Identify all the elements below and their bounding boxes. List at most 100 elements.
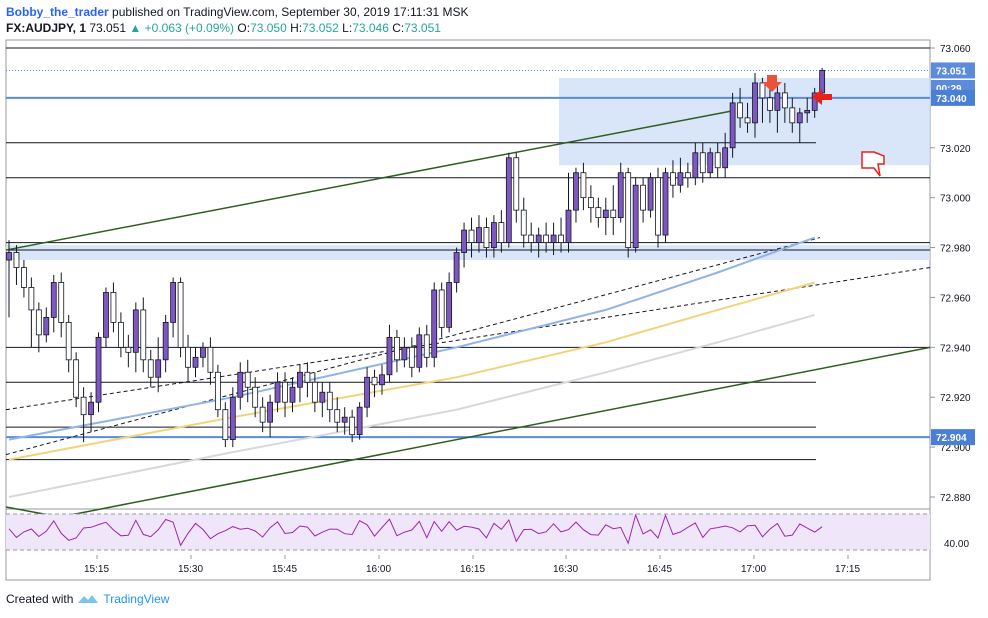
candle-body-73 [550, 234, 557, 243]
candle-body-75 [565, 209, 572, 243]
candle-body-35 [267, 401, 274, 423]
time-tick-label-6: 16:45 [647, 564, 672, 575]
candle-body-8 [65, 321, 72, 361]
candle-body-26 [200, 346, 206, 358]
candle-body-66 [498, 222, 505, 243]
candle-body-79 [595, 207, 602, 219]
candle-body-89 [670, 172, 676, 186]
price-label-box-0 [931, 62, 975, 79]
candle-body-29 [222, 409, 229, 441]
price-tick-label-7: 72.900 [940, 443, 971, 454]
candle-body-34 [259, 406, 266, 423]
candle-body-25 [192, 356, 199, 368]
price-label-2: 73.040 [936, 94, 967, 105]
candle-body-36 [274, 381, 281, 403]
candle-body-41 [311, 381, 318, 403]
candle-body-38 [289, 386, 296, 403]
candle-body-98 [737, 102, 743, 119]
candle-body-68 [513, 157, 520, 211]
price-label-3: 72.904 [936, 433, 967, 444]
candle-body-42 [319, 391, 326, 403]
candle-body-104 [781, 92, 788, 109]
upper-channel-dashed-line [5, 237, 821, 456]
candle-body-108 [811, 92, 818, 111]
price-label-box-3 [931, 429, 975, 446]
price-tick-label-3: 72.980 [940, 244, 971, 255]
candle-body-67 [505, 157, 512, 243]
candle-body-59 [446, 282, 453, 328]
candle-body-40 [304, 371, 311, 383]
candle-body-107 [804, 109, 811, 114]
candle-body-18 [140, 309, 147, 361]
symbol-label[interactable]: FX:AUDJPY, 1 [6, 21, 87, 35]
candle-body-16 [125, 346, 132, 353]
candle-body-76 [573, 172, 579, 211]
candle-body-70 [528, 234, 535, 243]
candle-body-62 [468, 229, 475, 243]
candle-body-32 [244, 371, 251, 388]
lower-trend-line [59, 346, 931, 518]
candle-body-14 [110, 292, 117, 323]
candle-body-54 [408, 346, 415, 368]
price-label-1: 00:29 [936, 84, 962, 95]
candle-body-21 [162, 321, 169, 361]
candle-body-57 [431, 289, 438, 358]
candle-body-94 [707, 152, 714, 174]
tradingview-brand[interactable]: TradingView [103, 592, 170, 606]
candle-body-63 [476, 227, 482, 243]
author-name[interactable]: Bobby_the_trader [6, 5, 109, 19]
candle-body-43 [326, 391, 333, 411]
candle-body-5 [43, 316, 50, 336]
candle-body-10 [80, 396, 87, 416]
moving-average-1 [8, 281, 815, 461]
candle-body-101 [759, 82, 766, 99]
candle-body-106 [796, 112, 803, 124]
time-tick-label-3: 16:00 [366, 564, 391, 575]
candle-body-11 [88, 401, 94, 416]
candle-body-56 [423, 334, 430, 358]
candle-body-24 [185, 346, 191, 368]
price-tick-label-5: 72.940 [940, 343, 971, 354]
time-tick-label-7: 17:00 [741, 564, 766, 575]
candle-body-20 [155, 359, 162, 378]
price-tick-label-1: 73.020 [940, 144, 971, 155]
candle-body-109 [819, 70, 826, 94]
candle-body-4 [35, 309, 42, 336]
candle-body-44 [334, 409, 341, 423]
candle-body-93 [699, 152, 706, 174]
candle-body-31 [237, 371, 244, 398]
candle-body-12 [95, 336, 102, 403]
candle-body-96 [722, 147, 729, 169]
candle-body-103 [774, 92, 781, 111]
candle-body-7 [58, 282, 65, 323]
candle-body-1 [13, 252, 20, 268]
created-with-text: Created with [6, 592, 74, 606]
l-label: L: [342, 21, 353, 35]
candle-body-50 [379, 374, 385, 386]
candle-body-22 [170, 282, 177, 323]
high-value: 73.052 [302, 21, 339, 35]
last-price: 73.051 [89, 21, 127, 35]
candle-body-47 [356, 406, 363, 436]
candle-body-60 [453, 252, 460, 283]
published-info: published on TradingView.com, September … [112, 5, 469, 19]
candle-body-85 [640, 184, 646, 211]
rsi-line [8, 513, 823, 547]
candle-body-83 [625, 172, 632, 248]
open-value: 73.050 [250, 21, 287, 35]
candle-body-64 [483, 227, 490, 248]
price-tick-label-0: 73.060 [940, 44, 971, 55]
candle-body-19 [147, 359, 154, 378]
candle-body-69 [520, 209, 527, 236]
candle-body-86 [647, 177, 654, 211]
price-tick-label-2: 73.000 [940, 194, 971, 205]
rsi-level-label: 40.00 [944, 539, 969, 550]
support-zone [6, 245, 930, 261]
candle-body-102 [767, 97, 773, 111]
price-chart[interactable]: 40.00 73.060 73.020 73.000 72.980 72.960 72.9… [0, 0, 988, 590]
up-triangle-icon: ▲ [129, 21, 142, 35]
mid-channel-line [5, 267, 931, 411]
moving-average-0 [8, 236, 816, 441]
rsi-band [6, 514, 930, 550]
candle-body-84 [632, 184, 639, 248]
